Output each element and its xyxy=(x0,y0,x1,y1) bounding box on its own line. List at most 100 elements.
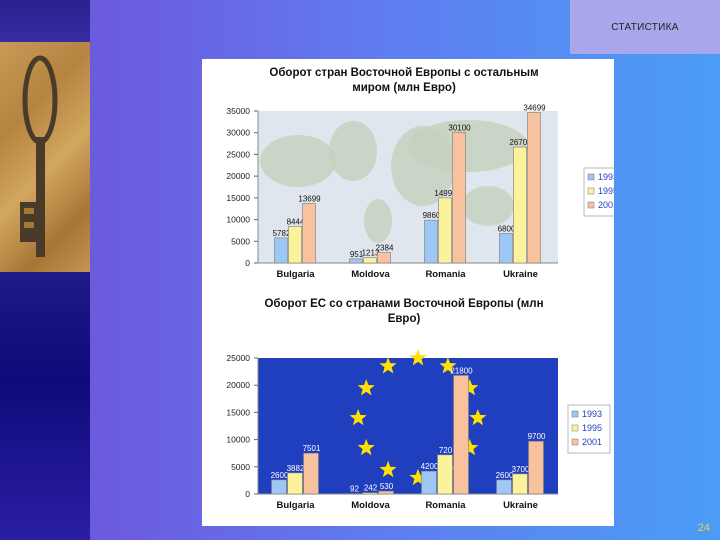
chart2-ytick-label: 25000 xyxy=(226,353,250,363)
chart1-ytick-label: 20000 xyxy=(226,171,250,181)
chart2-bar-bulgaria-1995 xyxy=(287,472,303,495)
chart1-data-label: 34699 xyxy=(523,103,546,112)
chart1-data-label: 6800 xyxy=(498,224,516,233)
section-tab: СТАТИСТИКА xyxy=(570,0,720,54)
chart2-data-label: 242 xyxy=(364,484,378,493)
chart2-category-label: Romania xyxy=(425,500,466,511)
chart2-data-label: 3700 xyxy=(512,465,530,474)
chart2-ytick-label: 15000 xyxy=(226,407,250,417)
chart2-data-label: 7501 xyxy=(303,444,321,453)
chart2-data-label: 21800 xyxy=(450,366,473,375)
chart1-ytick-label: 25000 xyxy=(226,149,250,159)
chart1-ytick-label: 30000 xyxy=(226,128,250,138)
antique-key-photo xyxy=(0,42,90,272)
chart1-data-label: 8444 xyxy=(287,217,305,226)
chart1-bar-moldova-1993 xyxy=(349,258,363,264)
chart2-bar-bulgaria-2001 xyxy=(303,452,319,495)
chart1-legend-swatch xyxy=(587,173,595,181)
chart1-data-label: 5782 xyxy=(273,229,291,238)
chart2-eu-star xyxy=(409,349,427,366)
chart2-data-label: 2600 xyxy=(271,471,289,480)
chart2-title-line2: Евро) xyxy=(387,313,421,325)
chart1-trade-world: 0 5000 10000 15000 20000 25000 30000 35000 5782 8… xyxy=(226,103,614,280)
chart1-bar-ukraine-2001 xyxy=(527,112,541,264)
chart1-map-landmass xyxy=(364,199,392,243)
chart1-legend-swatch xyxy=(587,187,595,195)
chart1-legend-label: 1993 xyxy=(598,172,614,182)
chart1-title-line2: миром (млн Евро) xyxy=(352,82,456,94)
chart1-category-label: Moldova xyxy=(351,269,390,280)
chart2-bar-ukraine-1993 xyxy=(496,479,512,495)
chart2-eu-star xyxy=(461,379,479,396)
chart1-bar-ukraine-1995 xyxy=(513,146,527,264)
chart1-category-label: Bulgaria xyxy=(276,269,315,280)
chart1-bar-moldova-2001 xyxy=(377,252,391,264)
chart1-bar-bulgaria-1995 xyxy=(288,226,302,264)
chart1-legend xyxy=(583,167,614,217)
chart1-legend-swatch xyxy=(587,201,595,209)
chart2-data-label: 720 xyxy=(439,446,453,455)
chart1-data-label: 1213 xyxy=(362,249,380,258)
chart1-bar-bulgaria-1993 xyxy=(274,237,288,264)
chart2-ytick-label: 0 xyxy=(245,489,250,499)
chart2-title: Оборот ЕС со странами Восточной Европы (… xyxy=(224,297,584,327)
chart2-eu-star xyxy=(409,468,427,486)
chart2-bar-romania-1993 xyxy=(421,470,437,495)
chart1-data-label: 951 xyxy=(350,250,364,259)
chart1-data-label: 26700 xyxy=(509,138,532,147)
chart2-eu-star xyxy=(379,460,397,478)
chart1-bar-moldova-1995 xyxy=(363,257,377,264)
page-number: 24 xyxy=(697,522,710,534)
chart2-bar-romania-1995 xyxy=(437,454,453,495)
chart2-eu-star xyxy=(357,438,375,456)
chart1-ytick-label: 5000 xyxy=(231,236,250,246)
chart2-data-label: 3882 xyxy=(287,464,305,473)
chart1-category-label: Ukraine xyxy=(503,269,538,280)
chart2-legend-swatch xyxy=(571,424,579,432)
chart2-bar-ukraine-2001 xyxy=(528,440,544,495)
chart1-map-landmass xyxy=(260,135,336,187)
chart1-category-label: Romania xyxy=(425,269,466,280)
chart2-eu-star xyxy=(469,409,487,426)
chart1-ytick-label: 0 xyxy=(245,258,250,268)
chart2-bar-romania-2001 xyxy=(453,375,469,495)
chart2-bar-moldova-1995 xyxy=(362,492,378,495)
chart1-bar-ukraine-1993 xyxy=(499,233,513,264)
chart2-trade-eu: 0500010000150002000025000260038827501Bul… xyxy=(226,349,611,511)
chart2-category-label: Moldova xyxy=(351,500,390,511)
chart2-data-label: 4200 xyxy=(421,462,439,471)
chart2-eu-star xyxy=(439,357,457,374)
chart2-ytick-label: 10000 xyxy=(226,435,250,445)
chart2-data-label: 2600 xyxy=(496,471,514,480)
chart1-data-label: 2384 xyxy=(376,244,394,253)
chart2-eu-star xyxy=(357,379,375,396)
chart2-data-label: 530 xyxy=(380,482,394,491)
chart1-title: Оборот стран Восточной Европы с остальны… xyxy=(224,66,584,96)
chart2-legend xyxy=(567,404,611,454)
chart1-title-line1: Оборот стран Восточной Европы с остальны… xyxy=(269,67,539,79)
chart1-data-label: 14990 xyxy=(434,189,457,198)
chart2-eu-star xyxy=(461,438,479,456)
chart2-eu-star xyxy=(349,409,367,426)
chart1-ytick-label: 10000 xyxy=(226,215,250,225)
chart2-eu-star xyxy=(379,357,397,374)
chart2-legend-swatch xyxy=(571,438,579,446)
chart2-data-label: 9700 xyxy=(528,432,546,441)
chart2-category-label: Bulgaria xyxy=(276,500,315,511)
chart2-bar-ukraine-1995 xyxy=(512,473,528,495)
chart1-ytick-label: 35000 xyxy=(226,106,250,116)
chart2-data-label: 92 xyxy=(350,484,359,493)
chart1-data-label: 9860 xyxy=(423,211,441,220)
chart1-bar-romania-1995 xyxy=(438,197,452,264)
chart1-map-landmass xyxy=(462,186,514,226)
chart2-ytick-label: 20000 xyxy=(226,380,250,390)
chart1-data-label: 13699 xyxy=(298,195,321,204)
chart1-legend-label: 1995 xyxy=(598,186,614,196)
charts-panel: Оборот стран Восточной Европы с остальны… xyxy=(202,59,614,526)
section-tab-label: СТАТИСТИКА xyxy=(611,22,679,33)
chart2-legend-label: 1993 xyxy=(582,409,602,419)
chart2-legend-label: 2001 xyxy=(582,437,602,447)
key-icon xyxy=(20,55,58,257)
chart1-ytick-label: 15000 xyxy=(226,193,250,203)
chart2-legend-swatch xyxy=(571,410,579,418)
